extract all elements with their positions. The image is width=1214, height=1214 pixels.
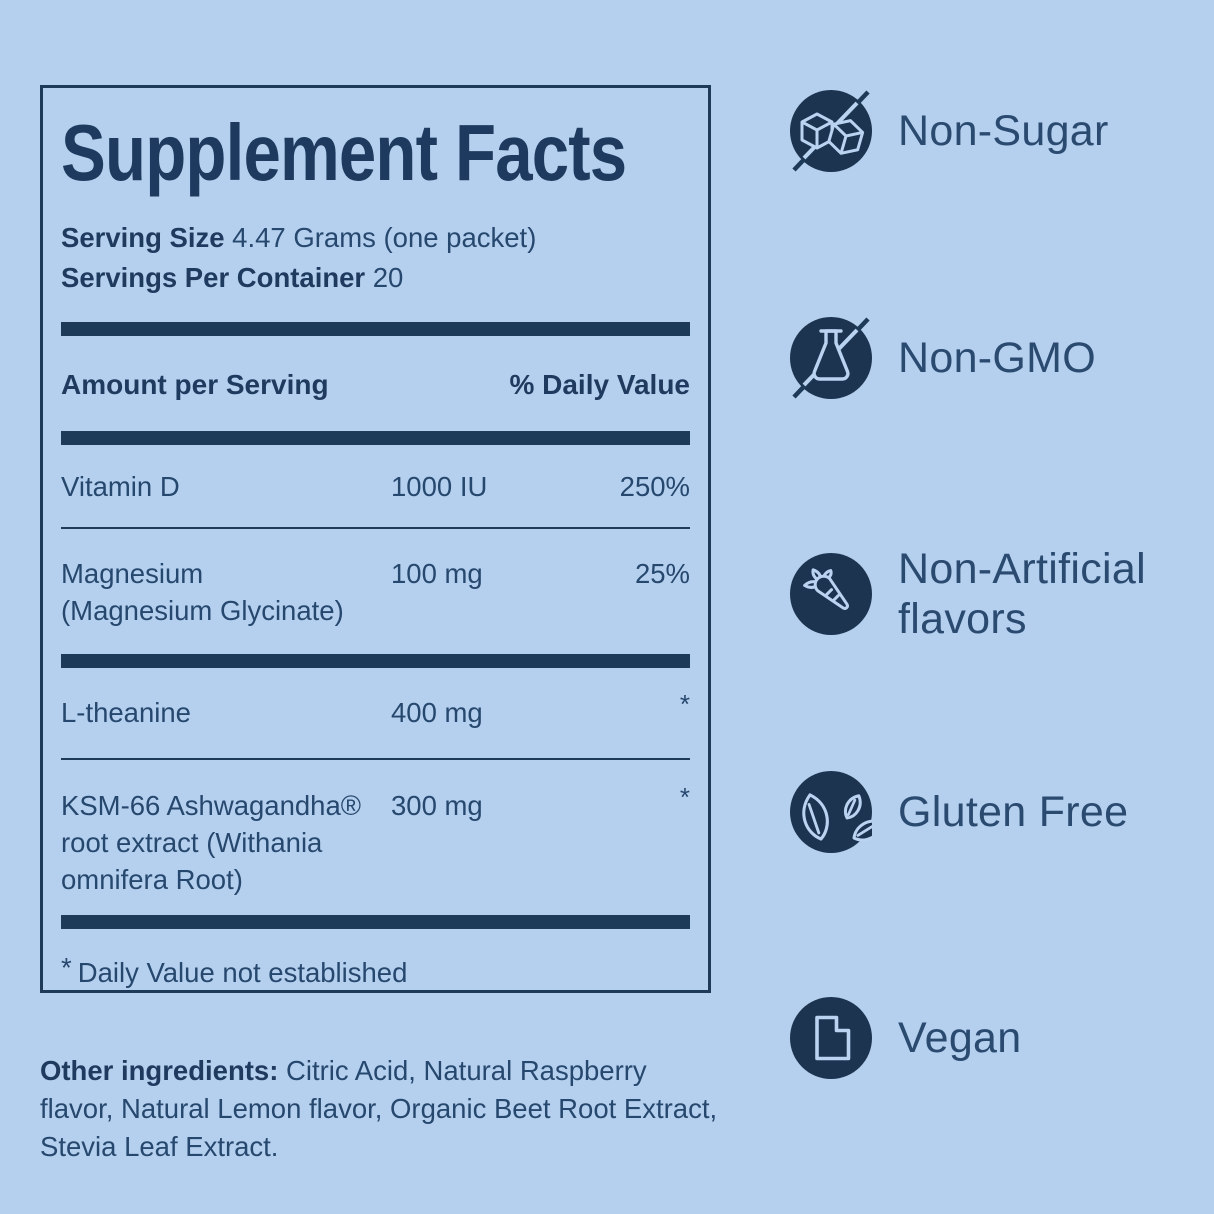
badge-label: Non-Sugar (898, 107, 1109, 155)
serving-size-line: Serving Size 4.47 Grams (one packet) (61, 218, 690, 258)
serving-info: Serving Size 4.47 Grams (one packet) Ser… (61, 218, 690, 298)
nutrient-name: L-theanine (61, 696, 191, 728)
badge-non-artificial-flavors: Non-Artificial flavors (790, 544, 1198, 644)
thin-divider (61, 526, 690, 529)
table-row: Vitamin D 1000 IU 250% (61, 445, 690, 527)
nutrient-amount: 400 mg (391, 696, 483, 728)
serving-size-value: 4.47 Grams (one packet) (224, 221, 537, 253)
nutrient-name: KSM-66 Ashwagandha® root extract (Withani… (61, 789, 362, 895)
flask-crossed-icon (790, 317, 872, 399)
nutrient-name: Vitamin D (61, 470, 180, 502)
servings-per-container-value: 20 (365, 261, 404, 293)
badge-label: Vegan (898, 1014, 1022, 1062)
tofu-block-icon (790, 997, 872, 1079)
nutrient-name: Magnesium (Magnesium Glycinate) (61, 557, 344, 626)
badge-non-gmo: Non-GMO (790, 317, 1198, 399)
nutrient-amount: 100 mg (391, 557, 483, 589)
thick-divider (61, 430, 690, 445)
leaves-icon (790, 771, 872, 853)
sugar-cubes-crossed-icon (790, 90, 872, 172)
badge-label: Gluten Free (898, 788, 1129, 836)
carrot-icon (790, 553, 872, 635)
table-row: L-theanine 400 mg * (61, 668, 690, 758)
other-ingredients-text: Citric Acid, Natural Raspberry flavor, N… (40, 1054, 718, 1162)
other-ingredients: Other ingredients: Citric Acid, Natural … (40, 1052, 720, 1166)
thick-divider (61, 321, 690, 336)
badge-label: Non-Artificial flavors (898, 545, 1146, 643)
other-ingredients-label: Other ingredients: (40, 1054, 279, 1086)
nutrient-daily-value: 25% (634, 557, 690, 589)
badge-label: Non-GMO (898, 334, 1097, 382)
badge-non-sugar: Non-Sugar (790, 90, 1198, 172)
thick-divider (61, 653, 690, 668)
nutrient-amount: 300 mg (391, 789, 483, 821)
table-row: KSM-66 Ashwagandha® root extract (Withani… (61, 760, 690, 915)
badge-gluten-free: Gluten Free (790, 771, 1198, 853)
nutrient-amount: 1000 IU (391, 470, 488, 502)
badge-vegan: Vegan (790, 997, 1198, 1079)
table-row: Magnesium (Magnesium Glycinate) 100 mg 25… (61, 529, 690, 654)
supplement-facts-panel: Supplement Facts Serving Size 4.47 Grams… (40, 85, 711, 993)
servings-per-container-label: Servings Per Container (61, 261, 366, 293)
panel-title: Supplement Facts (61, 108, 627, 197)
table-header-row: Amount per Serving % Daily Value (61, 369, 690, 401)
daily-value-footnote: * Daily Value not established (61, 951, 408, 988)
nutrient-daily-value: * (679, 781, 690, 812)
daily-value-header: % Daily Value (509, 368, 690, 400)
nutrient-daily-value: * (679, 688, 690, 719)
serving-size-label: Serving Size (61, 221, 225, 253)
nutrient-daily-value: 250% (619, 470, 690, 502)
thin-divider (61, 757, 690, 760)
amount-per-serving-header: Amount per Serving (61, 368, 329, 400)
servings-per-container-line: Servings Per Container 20 (61, 258, 690, 298)
thick-divider (61, 914, 690, 929)
